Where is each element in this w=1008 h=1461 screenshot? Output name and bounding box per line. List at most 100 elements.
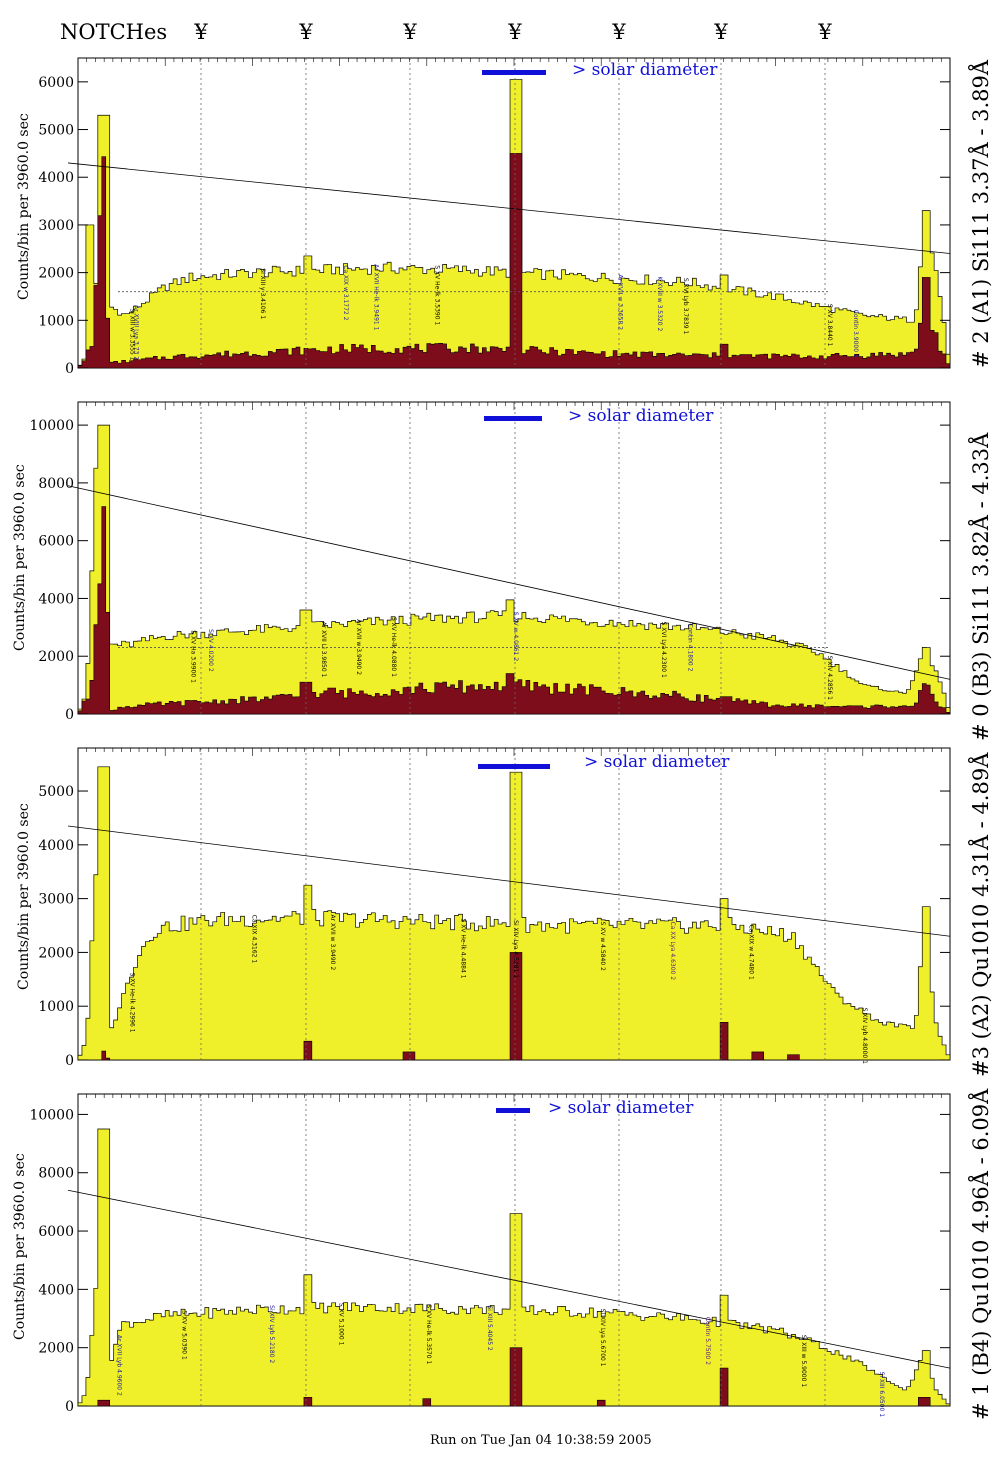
y-tick-label: 3000	[38, 218, 74, 234]
y-tick-label: 5000	[38, 123, 74, 139]
y-tick-label: 5000	[38, 784, 74, 800]
y-tick-label: 0	[65, 707, 74, 723]
detail-counts-histogram	[78, 952, 950, 1061]
notch-marker: ¥	[714, 20, 728, 44]
y-tick-label: 4000	[38, 1282, 74, 1298]
line-annotation: Ar XVII Lyb 4.9600 2	[115, 1335, 122, 1396]
y-tick-label: 4000	[38, 838, 74, 854]
reference-line	[67, 485, 951, 680]
solar-diameter-bar	[478, 764, 550, 769]
chart-svg: 0 2000 4000 6000 8000 10000 Ar XVII Lyb 4.9600…	[29, 1093, 951, 1418]
notch-marker: ¥	[194, 20, 208, 44]
line-annotation: S XIV 4.2856 1	[826, 656, 833, 701]
notch-marker: ¥	[818, 20, 832, 44]
notch-marker: ¥	[299, 20, 313, 44]
solar-diameter-bar	[484, 416, 542, 421]
y-tick-label: 3000	[38, 892, 74, 908]
line-annotation: Ca XIX 4.3162 1	[250, 915, 257, 964]
line-annotation: Si XIII y 3.4106 1	[259, 268, 266, 319]
line-annotation: S XV Ha 3.9900 1	[189, 630, 196, 683]
line-annotation: Ar XVII w 3.9490 2	[355, 619, 362, 675]
y-axis-label: Counts/bin per 3960.0 sec	[16, 803, 32, 990]
line-annotation: Ar XVII w 3.3658 2	[617, 274, 624, 330]
y-tick-label: 0	[65, 1399, 74, 1415]
line-annotation: Ar XVII w 3.9490 2	[329, 915, 336, 971]
detail-counts-histogram	[78, 1347, 950, 1407]
line-annotation: Ca XX Lya 4.6300 2	[669, 922, 676, 981]
solar-diameter-label: > solar diameter	[568, 406, 714, 426]
panel-title: # 0 (B3) Si111 3.82Å - 4.33Å	[969, 432, 993, 741]
y-tick-label: 8000	[38, 476, 74, 492]
solar-diameter-bar	[496, 1108, 530, 1113]
chart-panel: 0 2000 4000 6000 8000 10000 Ar XVII Lyb 4.9600…	[0, 1088, 1008, 1428]
line-annotation: Ar XVII He-lk 3.9491 1	[372, 264, 379, 330]
reference-line	[67, 1189, 951, 1369]
chart-panel: 0 1000 2000 3000 4000 5000 6000 Si XIII w 3.355…	[0, 50, 1008, 400]
line-annotation: Contin 4.1800 2	[686, 623, 693, 671]
notch-marker: ¥	[508, 20, 522, 44]
line-annotation: S XV w 4.0861 2	[512, 612, 519, 662]
solar-diameter-label: > solar diameter	[584, 752, 730, 772]
line-annotation: Si XIII 5.4045 2	[486, 1305, 493, 1351]
line-annotation: S XV 4.0200 2	[207, 629, 214, 672]
notches-title: NOTCHes	[60, 20, 168, 44]
y-tick-label: 6000	[38, 75, 74, 91]
line-annotation: S XV w 4.5840 2	[599, 922, 606, 972]
line-annotation: Ca XIX w 4.7480 1	[747, 925, 754, 980]
solar-diameter-bar	[482, 70, 546, 75]
chart-svg: 0 2000 4000 6000 8000 10000 S XV Ha 3.9900 1 S …	[29, 401, 951, 723]
line-annotation: Contin 5.7500 2	[704, 1317, 711, 1365]
panel-title: # 1 (B4) Qu1010 4.96Å - 6.09Å	[969, 1088, 993, 1420]
notch-marker: ¥	[403, 20, 417, 44]
line-annotation: Ar XVIII Lya 3.73 2	[133, 305, 140, 360]
line-annotation: K XVIII w 3.5320 2	[656, 276, 663, 331]
line-annotation: Si XIV Lya 4.5281 1	[512, 920, 519, 978]
y-axis-label: Counts/bin per 3960.0 sec	[16, 113, 32, 300]
line-annotation: S XV He-lk 4.0880 1	[390, 617, 397, 677]
chart-svg: 0 1000 2000 3000 4000 5000 6000 Si XIII w 3.355…	[38, 57, 951, 377]
line-annotation: Si XIII w 5.9000 1	[800, 1335, 807, 1387]
y-tick-label: 2000	[38, 649, 74, 665]
chart-svg: 0 1000 2000 3000 4000 5000 S XV He-lk 4.2996 1…	[38, 747, 951, 1069]
line-annotation: S XV w 5.0390 1	[181, 1310, 188, 1360]
y-tick-label: 1000	[38, 313, 74, 329]
total-counts-histogram	[77, 1128, 951, 1407]
y-tick-label: 2000	[38, 945, 74, 961]
reference-line	[67, 162, 951, 254]
line-annotation: Ca XIX w 3.1772 2	[342, 265, 349, 320]
line-annotation: Si XIV Lyb 5.2180 2	[268, 1305, 275, 1363]
solar-diameter-label: > solar diameter	[572, 60, 718, 80]
notches-header: NOTCHes ¥ ¥ ¥ ¥ ¥ ¥ ¥	[0, 0, 1008, 50]
total-counts-histogram	[77, 766, 951, 1061]
line-annotation: S XV 3.8440 1	[826, 304, 833, 347]
y-tick-label: 6000	[38, 1224, 74, 1240]
line-annotation: Si XIV Lya 5.6700 1	[599, 1309, 606, 1367]
chart-panel: 0 1000 2000 3000 4000 5000 S XV He-lk 4.2996 1…	[0, 742, 1008, 1092]
line-annotation: S XV 5.1000 1	[338, 1303, 345, 1346]
y-tick-label: 0	[65, 361, 74, 377]
line-annotation: S XV He-lk 4.2996 1	[128, 973, 135, 1033]
notch-marker: ¥	[612, 20, 626, 44]
y-tick-label: 4000	[38, 170, 74, 186]
line-annotation: S XV He-lk 5.3570 1	[425, 1304, 432, 1364]
line-annotation: S XV He-lk 3.5390 1	[434, 265, 441, 325]
detail-counts-histogram	[77, 153, 951, 369]
y-axis-label: Counts/bin per 3960.0 sec	[12, 464, 28, 651]
y-tick-label: 8000	[38, 1166, 74, 1182]
y-tick-label: 2000	[38, 1341, 74, 1357]
line-annotation: S XIV Lyb 4.8000 1	[861, 1008, 868, 1065]
run-timestamp: Run on Tue Jan 04 10:38:59 2005	[430, 1433, 652, 1448]
line-annotation: Ar XVII Li 3.9850 1	[320, 622, 327, 678]
reference-line	[67, 825, 951, 937]
line-annotation: S XVI Lyb 3.7839 1	[682, 278, 689, 335]
y-tick-label: 2000	[38, 266, 74, 282]
panel-title: # 2 (A1) Si111 3.37Å - 3.89Å	[969, 59, 993, 368]
y-tick-label: 4000	[38, 591, 74, 607]
line-annotation: Si XIII w 3.3555 1	[128, 308, 135, 360]
line-annotation: S XV He-lk 4.4884 1	[460, 919, 467, 979]
detail-counts-histogram	[77, 506, 951, 715]
panel-title: #3 (A2) Qu1010 4.31Å - 4.89Å	[969, 752, 993, 1077]
y-tick-label: 6000	[38, 534, 74, 550]
line-annotation: Si XIII 6.0500 1	[878, 1372, 885, 1418]
y-axis-label: Counts/bin per 3960.0 sec	[12, 1153, 28, 1340]
